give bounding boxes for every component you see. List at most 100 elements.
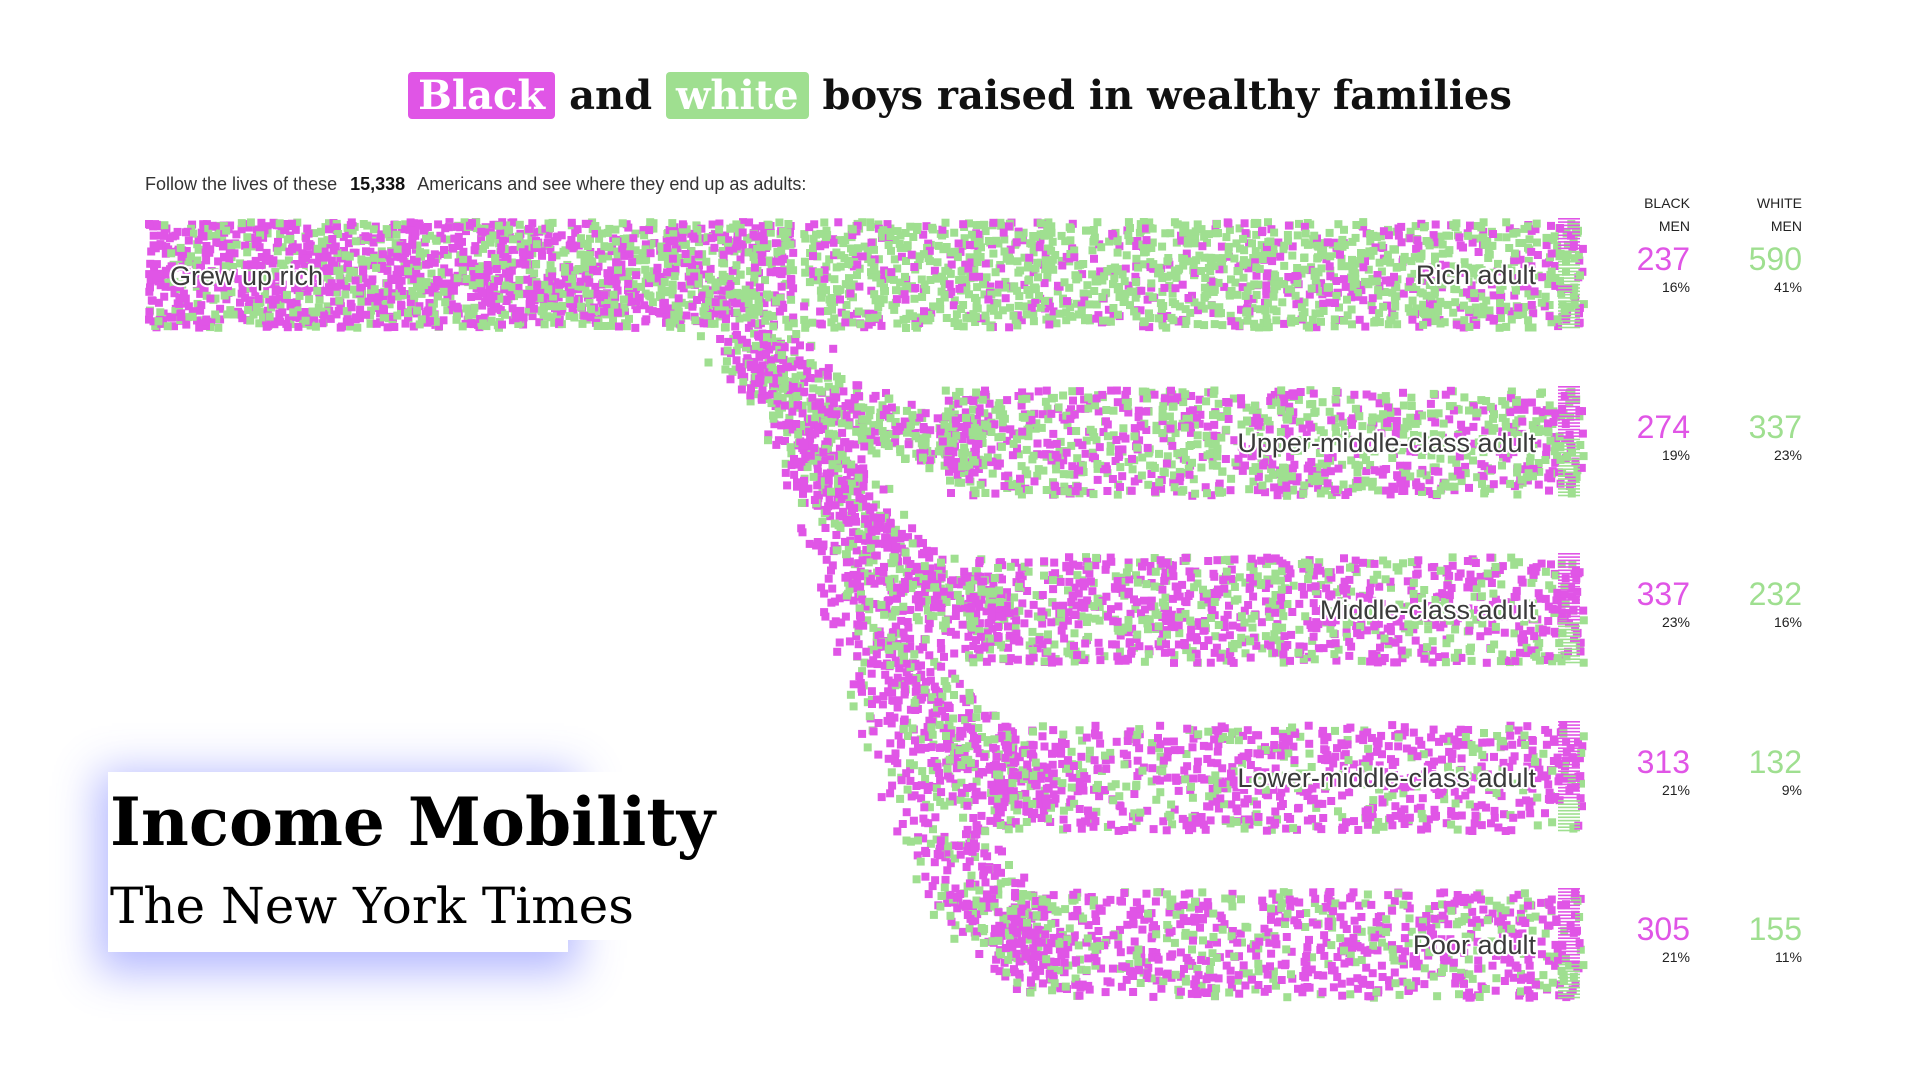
person-dot <box>1034 387 1043 396</box>
person-dot <box>293 243 302 252</box>
person-dot <box>1323 479 1332 488</box>
person-dot <box>152 274 161 283</box>
person-dot <box>229 310 238 319</box>
person-dot <box>733 288 741 297</box>
person-dot <box>959 397 968 406</box>
person-dot <box>1009 311 1018 320</box>
person-dot <box>731 322 740 331</box>
person-dot <box>1310 477 1319 486</box>
person-dot <box>890 305 899 314</box>
person-dot <box>1203 422 1212 431</box>
person-dot <box>170 289 179 298</box>
person-dot <box>1545 312 1554 321</box>
person-dot <box>585 298 594 307</box>
person-dot <box>1282 481 1291 490</box>
person-dot <box>1093 218 1102 227</box>
person-dot <box>220 253 229 262</box>
person-dot <box>1009 430 1018 439</box>
person-dot <box>1271 271 1280 280</box>
person-dot <box>1407 437 1416 446</box>
person-dot <box>777 246 786 255</box>
person-dot <box>1382 397 1391 406</box>
person-dot <box>184 236 193 245</box>
person-dot <box>1502 423 1510 432</box>
person-dot <box>1052 319 1061 328</box>
person-dot <box>886 224 895 233</box>
person-dot <box>1161 229 1170 238</box>
person-dot <box>1556 249 1565 258</box>
person-dot <box>156 240 165 249</box>
person-dot <box>1023 263 1032 272</box>
person-dot <box>1438 280 1447 289</box>
person-dot <box>214 222 223 231</box>
person-dot <box>415 320 424 329</box>
person-dot <box>1276 469 1285 477</box>
person-dot <box>539 310 548 319</box>
person-dot <box>515 259 524 268</box>
person-dot <box>618 240 627 249</box>
person-dot <box>1023 286 1032 294</box>
person-dot <box>1254 280 1263 289</box>
person-dot <box>959 322 968 331</box>
person-dot <box>1407 393 1416 402</box>
person-dot <box>1300 308 1309 317</box>
person-dot <box>484 266 492 275</box>
person-dot <box>1193 220 1202 229</box>
person-dot <box>525 266 534 275</box>
person-dot <box>403 259 412 268</box>
person-dot <box>1419 320 1428 329</box>
person-dot <box>728 297 737 306</box>
person-dot <box>1143 394 1152 403</box>
person-dot <box>1142 407 1151 416</box>
person-dot <box>339 232 348 241</box>
person-dot <box>1325 262 1334 271</box>
person-dot <box>1130 307 1139 316</box>
person-dot <box>694 274 703 283</box>
person-dot <box>981 311 990 320</box>
person-dot <box>1424 272 1433 281</box>
person-dot <box>884 241 893 249</box>
person-dot <box>1550 447 1559 456</box>
person-dot <box>367 306 376 315</box>
person-dot <box>319 286 328 295</box>
person-dot <box>216 229 224 238</box>
person-dot <box>366 293 375 302</box>
person-dot <box>1042 315 1051 324</box>
person-dot <box>1194 405 1202 413</box>
person-dot <box>1313 254 1322 263</box>
person-dot <box>1042 386 1051 395</box>
person-dot <box>837 419 846 428</box>
person-dot <box>770 291 779 300</box>
person-dot <box>410 291 419 300</box>
person-dot <box>1059 470 1068 479</box>
person-dot <box>1031 299 1040 307</box>
person-dot <box>669 248 677 257</box>
person-dot <box>1323 238 1332 247</box>
person-dot <box>320 246 329 255</box>
person-dot <box>344 259 352 268</box>
person-dot <box>1416 469 1425 478</box>
person-dot <box>1465 483 1473 492</box>
person-dot <box>212 315 221 323</box>
person-dot <box>1505 244 1514 252</box>
person-dot <box>1017 401 1026 410</box>
person-dot <box>1295 219 1303 228</box>
person-dot <box>304 283 313 292</box>
person-dot <box>1000 247 1009 256</box>
person-dot <box>1288 464 1297 473</box>
person-dot <box>562 276 570 285</box>
person-dot <box>1041 304 1049 313</box>
person-dot <box>1280 319 1289 328</box>
person-dot <box>926 276 935 284</box>
person-dot <box>856 320 865 329</box>
person-dot <box>952 457 961 466</box>
person-dot <box>546 246 555 254</box>
person-dot <box>1337 262 1346 271</box>
person-dot <box>1498 413 1507 422</box>
person-dot <box>170 322 178 331</box>
person-dot <box>1496 445 1505 454</box>
person-dot <box>1066 414 1075 423</box>
person-dot <box>668 290 677 299</box>
person-dot <box>376 254 385 263</box>
person-dot <box>1215 265 1224 274</box>
